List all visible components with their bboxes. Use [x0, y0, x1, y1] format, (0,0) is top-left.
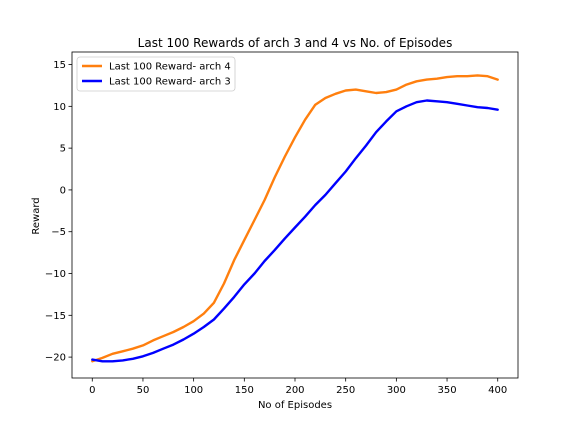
- y-tick-label: −5: [51, 227, 66, 238]
- legend-label: Last 100 Reward- arch 4: [109, 62, 231, 73]
- y-tick-label: 0: [60, 185, 66, 196]
- plot-frame: [71, 51, 519, 379]
- y-tick-label: −15: [45, 311, 66, 322]
- series-layer: [91, 74, 499, 363]
- y-tick-label: 5: [60, 144, 66, 155]
- series-line-arch-4: [91, 74, 499, 363]
- x-tick-label: 250: [336, 385, 355, 396]
- x-tick-label: 0: [89, 385, 95, 396]
- legend: Last 100 Reward- arch 4 Last 100 Reward- …: [76, 56, 236, 92]
- series-line-arch-3: [91, 99, 499, 363]
- y-axis: −20 −15 −10 −5 0 5 10 15: [45, 60, 72, 364]
- legend-box: [76, 56, 236, 92]
- y-tick-label: 15: [53, 60, 66, 71]
- x-axis-label: No of Episodes: [258, 400, 332, 411]
- x-tick-label: 100: [184, 385, 203, 396]
- x-tick-label: 50: [137, 385, 150, 396]
- x-tick-label: 150: [235, 385, 254, 396]
- y-axis-label: Reward: [31, 197, 42, 234]
- x-tick-label: 300: [387, 385, 406, 396]
- plot-area: [71, 51, 519, 379]
- x-tick-label: 200: [285, 385, 304, 396]
- y-tick-label: 10: [53, 102, 66, 113]
- y-tick-label: −20: [45, 353, 66, 364]
- x-axis: 0 50 100 150 200 250 300 350 400: [89, 378, 507, 396]
- chart-title: Last 100 Rewards of arch 3 and 4 vs No. …: [138, 36, 453, 50]
- legend-label: Last 100 Reward- arch 3: [109, 77, 231, 88]
- x-tick-label: 350: [437, 385, 456, 396]
- x-tick-label: 400: [488, 385, 507, 396]
- y-tick-label: −10: [45, 269, 66, 280]
